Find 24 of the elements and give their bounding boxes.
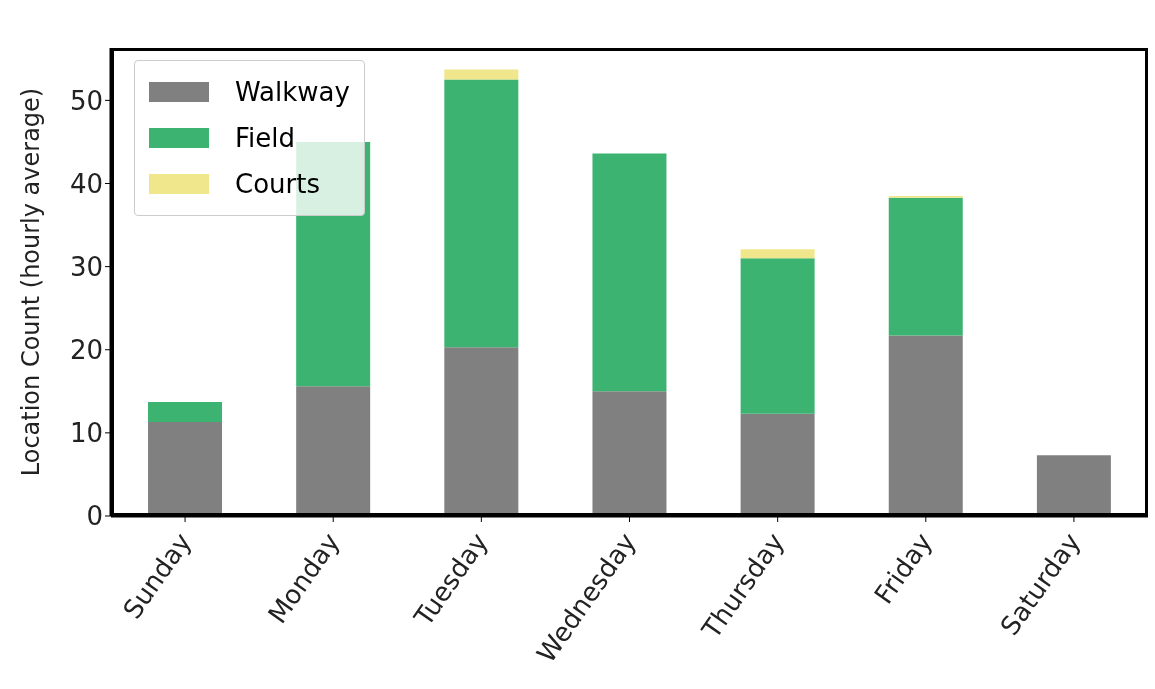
bar (888, 335, 963, 516)
bar (444, 347, 519, 516)
y-tick-label: 50 (69, 85, 103, 116)
bar (592, 391, 667, 516)
bar (888, 197, 963, 336)
bar (444, 79, 519, 348)
y-tick-label: 20 (69, 334, 103, 365)
bar (296, 386, 371, 516)
bar (1036, 455, 1111, 516)
bar (148, 422, 223, 516)
bar (740, 413, 815, 516)
legend-label: Walkway (235, 77, 350, 107)
y-tick-label: 30 (69, 251, 103, 282)
bar (740, 258, 815, 414)
bar (592, 153, 667, 392)
bar (740, 249, 815, 259)
y-tick-label: 0 (86, 501, 103, 532)
y-axis-title: Location Count (hourly average) (16, 87, 45, 477)
legend-label: Courts (235, 169, 320, 199)
bar (148, 402, 223, 423)
legend-label: Field (235, 123, 296, 153)
y-tick-label: 10 (69, 418, 103, 449)
y-tick-label: 40 (69, 168, 103, 199)
bar (444, 69, 519, 80)
